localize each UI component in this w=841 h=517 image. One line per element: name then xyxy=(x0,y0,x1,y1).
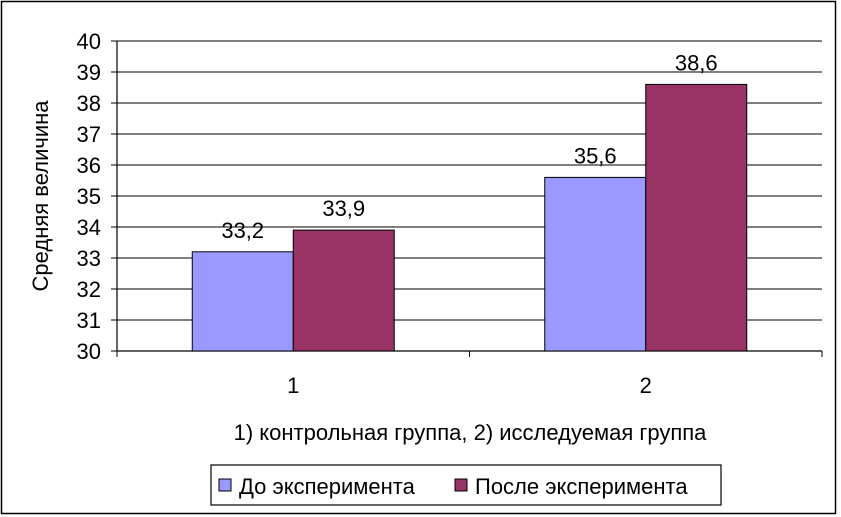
data-label: 38,6 xyxy=(675,50,718,75)
y-tick-label: 31 xyxy=(77,308,101,333)
data-labels: 33,2 33,9 35,6 38,6 xyxy=(221,50,717,242)
legend-swatch xyxy=(454,478,468,492)
bar xyxy=(544,176,647,352)
x-category-label: 1 xyxy=(287,373,299,398)
legend-label: После эксперимента xyxy=(475,474,688,499)
y-tick-label: 36 xyxy=(77,153,101,178)
bar xyxy=(292,229,395,352)
y-tick-label: 30 xyxy=(77,339,101,364)
x-axis-title: 1) контрольная группа, 2) исследуемая гр… xyxy=(234,420,708,445)
y-tick-label: 32 xyxy=(77,277,101,302)
legend-swatch xyxy=(218,478,232,492)
data-label: 35,6 xyxy=(574,143,617,168)
bar xyxy=(191,251,294,352)
legend: До эксперимента После эксперимента xyxy=(210,464,722,506)
y-axis-title: Средняя величина xyxy=(28,100,53,292)
y-tick-label: 37 xyxy=(77,122,101,147)
data-label: 33,9 xyxy=(322,196,365,221)
y-tick-label: 39 xyxy=(77,60,101,85)
bars xyxy=(191,83,748,352)
y-tick-label: 40 xyxy=(77,29,101,54)
y-tick-labels: 30 31 32 33 34 35 36 37 38 39 40 xyxy=(77,29,101,364)
y-tick-label: 35 xyxy=(77,184,101,209)
y-tick-label: 38 xyxy=(77,91,101,116)
y-tick-label: 33 xyxy=(77,246,101,271)
x-category-label: 2 xyxy=(640,373,652,398)
legend-label: До эксперимента xyxy=(239,474,416,499)
y-tick-label: 34 xyxy=(77,215,101,240)
bar xyxy=(645,83,748,352)
data-label: 33,2 xyxy=(221,218,264,243)
